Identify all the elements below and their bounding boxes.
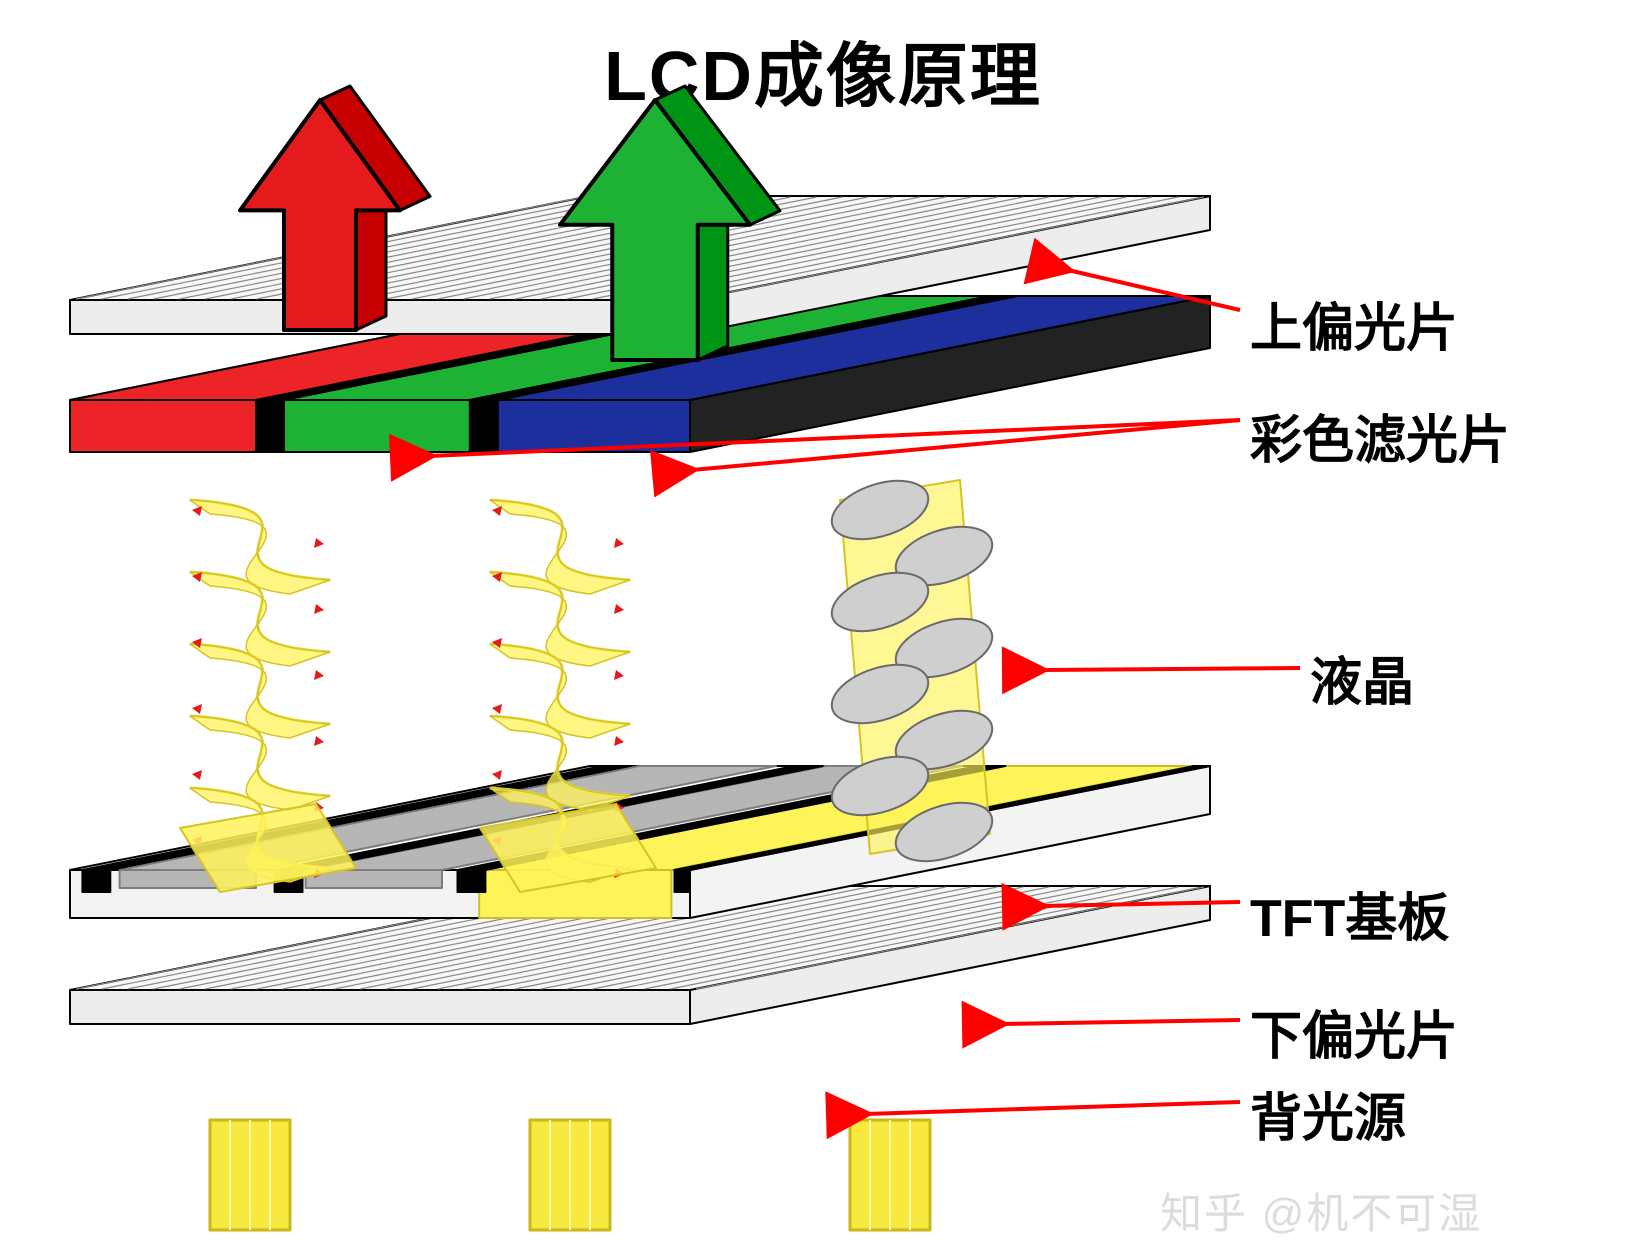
lcd-diagram (0, 0, 1646, 1238)
